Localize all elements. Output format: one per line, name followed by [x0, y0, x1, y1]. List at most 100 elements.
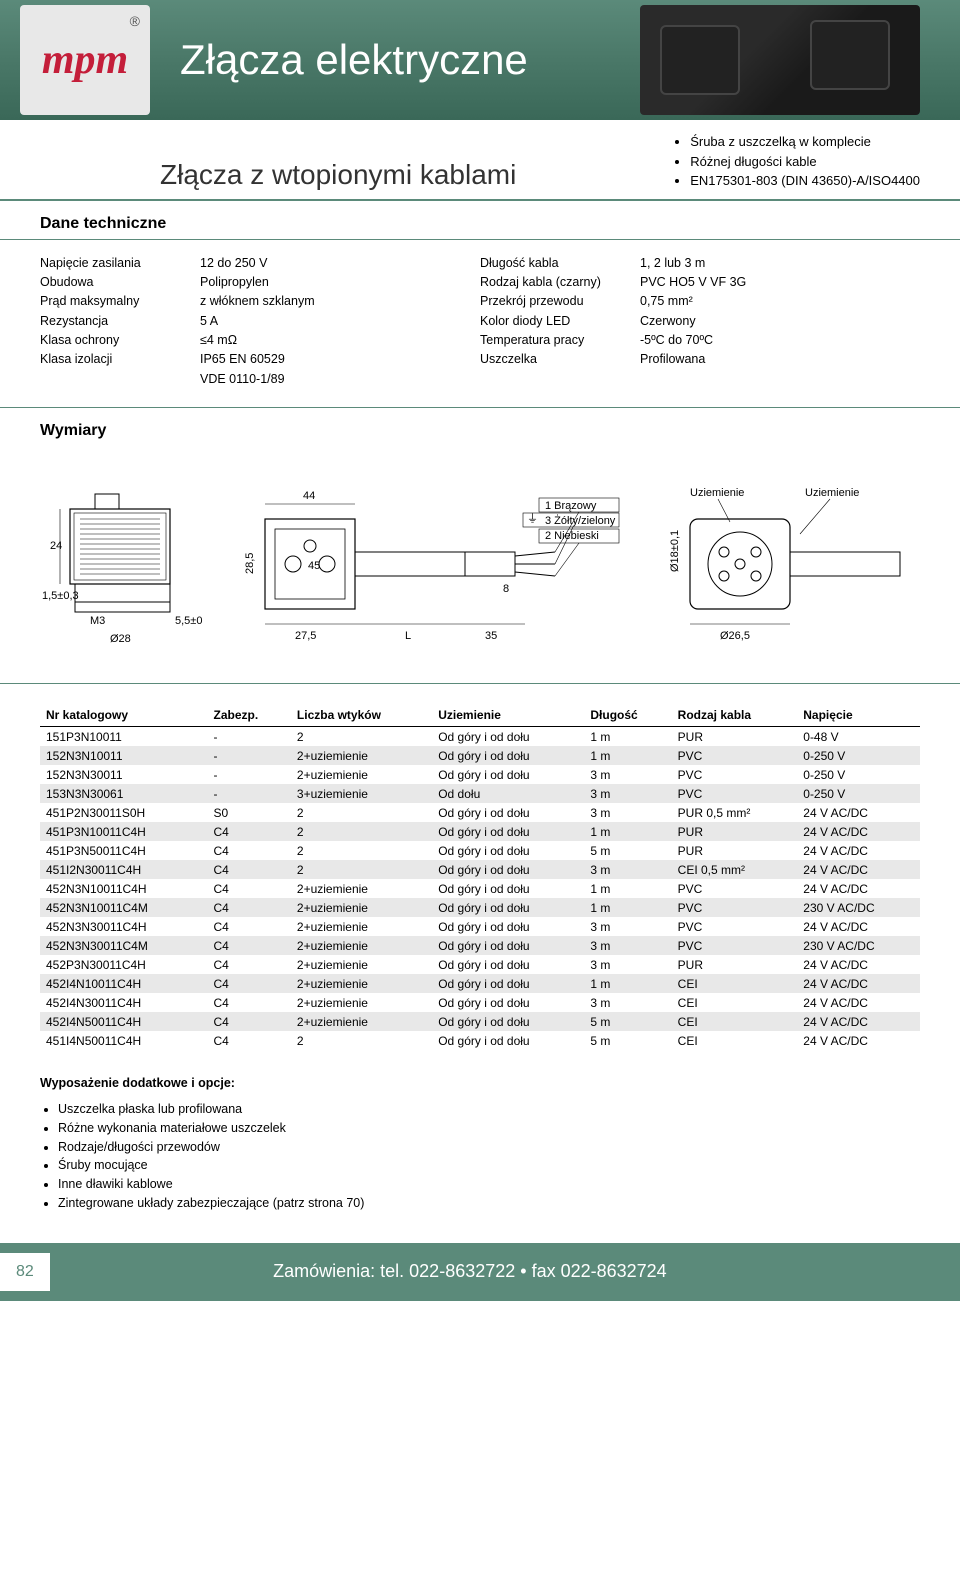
- registered-mark: ®: [130, 13, 140, 29]
- ground-label: Uziemienie: [690, 487, 744, 499]
- table-cell: C4: [208, 841, 291, 860]
- option-item: Inne dławiki kablowe: [58, 1175, 920, 1194]
- table-row: 451I2N30011C4HC42Od góry i od dołu3 mCEI…: [40, 860, 920, 879]
- table-header: Liczba wtyków: [291, 704, 432, 727]
- table-row: 151P3N10011-2Od góry i od dołu1 mPUR0-48…: [40, 727, 920, 747]
- table-cell: PVC: [672, 784, 798, 803]
- table-row: 452N3N30011C4HC42+uziemienieOd góry i od…: [40, 917, 920, 936]
- table-cell: C4: [208, 822, 291, 841]
- option-item: Zintegrowane układy zabezpieczające (pat…: [58, 1194, 920, 1213]
- table-cell: Od góry i od dołu: [432, 1012, 584, 1031]
- drawing-side-view: 24 1,5±0,3 M3 Ø28 5,5±0: [40, 474, 210, 654]
- table-cell: 2: [291, 822, 432, 841]
- table-cell: 452N3N10011C4M: [40, 898, 208, 917]
- product-photo: [640, 5, 920, 115]
- table-row: 451P3N50011C4HC42Od góry i od dołu5 mPUR…: [40, 841, 920, 860]
- feature-item: Śruba z uszczelką w komplecie: [690, 132, 920, 152]
- dim-label: Ø26,5: [720, 630, 750, 642]
- table-cell: CEI: [672, 1012, 798, 1031]
- feature-item: Różnej długości kable: [690, 152, 920, 172]
- table-cell: 3+uziemienie: [291, 784, 432, 803]
- table-cell: Od góry i od dołu: [432, 955, 584, 974]
- tech-label: Napięcie zasilania: [40, 254, 200, 273]
- table-cell: -: [208, 784, 291, 803]
- option-item: Śruby mocujące: [58, 1156, 920, 1175]
- table-cell: Od góry i od dołu: [432, 898, 584, 917]
- table-cell: 2+uziemienie: [291, 993, 432, 1012]
- table-cell: 452N3N10011C4H: [40, 879, 208, 898]
- table-cell: 3 m: [584, 917, 671, 936]
- table-cell: 24 V AC/DC: [797, 1031, 920, 1050]
- table-cell: 230 V AC/DC: [797, 936, 920, 955]
- table-cell: 5 m: [584, 841, 671, 860]
- table-cell: Od góry i od dołu: [432, 936, 584, 955]
- option-item: Rodzaje/długości przewodów: [58, 1138, 920, 1157]
- tech-label: Rezystancja: [40, 312, 200, 331]
- table-row: 452N3N30011C4MC42+uziemienieOd góry i od…: [40, 936, 920, 955]
- table-cell: Od góry i od dołu: [432, 993, 584, 1012]
- options-heading: Wyposażenie dodatkowe i opcje:: [40, 1076, 920, 1090]
- dim-label: 24: [50, 540, 62, 552]
- table-cell: 2: [291, 1031, 432, 1050]
- options-list: Uszczelka płaska lub profilowanaRóżne wy…: [40, 1100, 920, 1213]
- table-cell: 24 V AC/DC: [797, 955, 920, 974]
- table-cell: 2: [291, 860, 432, 879]
- table-cell: 230 V AC/DC: [797, 898, 920, 917]
- tech-value: 12 do 250 V: [200, 254, 480, 273]
- table-cell: PVC: [672, 765, 798, 784]
- tech-label: Kolor diody LED: [480, 312, 640, 331]
- table-cell: PUR 0,5 mm²: [672, 803, 798, 822]
- dimensions-drawings: 24 1,5±0,3 M3 Ø28 5,5±0 44 28,5 45 27,5 …: [0, 454, 960, 684]
- logo: ® mpm: [20, 5, 150, 115]
- table-cell: 2: [291, 841, 432, 860]
- table-cell: PVC: [672, 917, 798, 936]
- table-cell: 452P3N30011C4H: [40, 955, 208, 974]
- table-cell: 3 m: [584, 936, 671, 955]
- drawing-top-view: 44 28,5 45 27,5 L 8 35 1 Brązowy ⏚ 3 Żół…: [245, 474, 625, 654]
- table-cell: Od góry i od dołu: [432, 974, 584, 993]
- ground-symbol: ⏚: [527, 512, 538, 525]
- page-number: 82: [0, 1253, 50, 1291]
- table-cell: C4: [208, 1031, 291, 1050]
- tech-value: PVC HO5 V VF 3G: [640, 273, 920, 292]
- tech-col-right: Długość kablaRodzaj kabla (czarny)Przekr…: [480, 254, 920, 390]
- dim-label: 45: [308, 560, 320, 572]
- table-cell: 2+uziemienie: [291, 898, 432, 917]
- table-cell: CEI: [672, 1031, 798, 1050]
- page-title: Złącza elektryczne: [180, 36, 528, 84]
- catalog-table: Nr katalogowyZabezp.Liczba wtykówUziemie…: [40, 704, 920, 1050]
- table-cell: 2+uziemienie: [291, 1012, 432, 1031]
- table-cell: CEI: [672, 993, 798, 1012]
- footer: 82 Zamówienia: tel. 022-8632722 • fax 02…: [0, 1243, 960, 1301]
- dim-label: 35: [485, 630, 497, 642]
- feature-item: EN175301-803 (DIN 43650)-A/ISO4400: [690, 171, 920, 191]
- table-cell: PVC: [672, 898, 798, 917]
- table-cell: 2: [291, 727, 432, 747]
- table-cell: 151P3N10011: [40, 727, 208, 747]
- connector-icon: [660, 25, 740, 95]
- wire-label: 2 Niebieski: [545, 530, 599, 542]
- table-cell: -: [208, 746, 291, 765]
- table-cell: 24 V AC/DC: [797, 822, 920, 841]
- table-header: Rodzaj kabla: [672, 704, 798, 727]
- table-cell: PUR: [672, 822, 798, 841]
- table-cell: 24 V AC/DC: [797, 879, 920, 898]
- table-cell: 153N3N30061: [40, 784, 208, 803]
- table-cell: 3 m: [584, 784, 671, 803]
- tech-value: IP65 EN 60529: [200, 350, 480, 369]
- table-cell: 24 V AC/DC: [797, 993, 920, 1012]
- table-cell: PUR: [672, 955, 798, 974]
- table-cell: 452I4N10011C4H: [40, 974, 208, 993]
- tech-value: z włóknem szklanym: [200, 292, 480, 311]
- table-cell: CEI: [672, 974, 798, 993]
- dim-label: 28,5: [245, 552, 256, 573]
- table-cell: 452I4N30011C4H: [40, 993, 208, 1012]
- table-cell: 0-48 V: [797, 727, 920, 747]
- table-row: 452N3N10011C4MC42+uziemienieOd góry i od…: [40, 898, 920, 917]
- table-cell: 2: [291, 803, 432, 822]
- table-cell: 152N3N10011: [40, 746, 208, 765]
- tech-col-left: Napięcie zasilaniaObudowaPrąd maksymalny…: [40, 254, 480, 390]
- table-row: 452I4N10011C4HC42+uziemienieOd góry i od…: [40, 974, 920, 993]
- table-cell: C4: [208, 993, 291, 1012]
- table-cell: 5 m: [584, 1031, 671, 1050]
